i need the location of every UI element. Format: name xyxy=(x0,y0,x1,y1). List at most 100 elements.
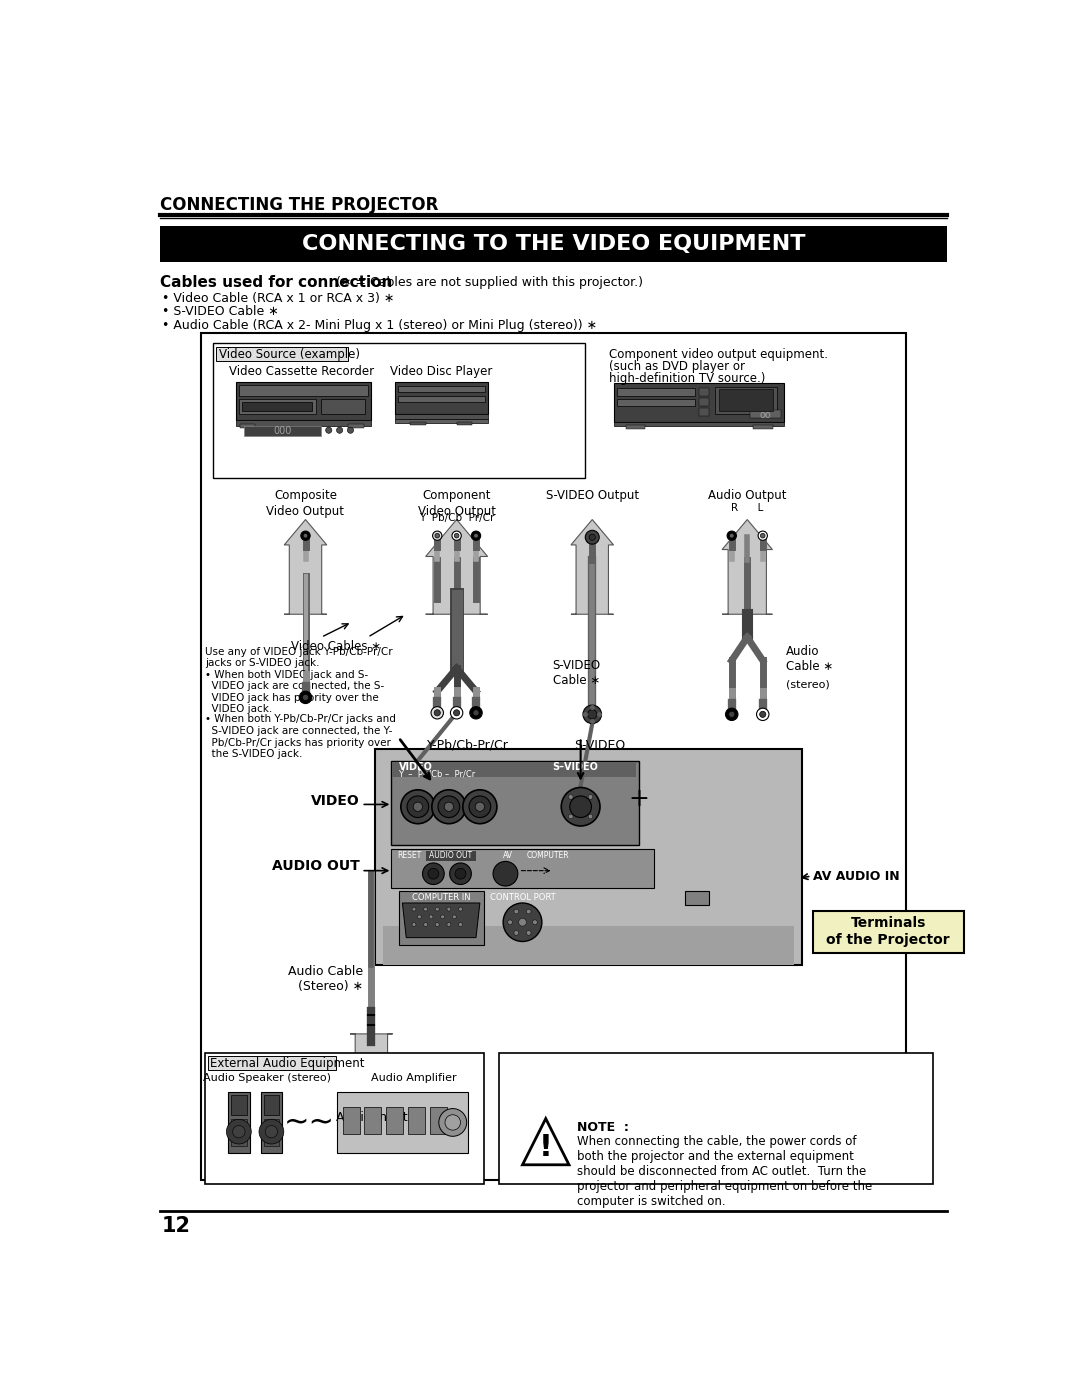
Circle shape xyxy=(447,922,450,926)
Bar xyxy=(231,1119,246,1146)
Bar xyxy=(754,425,773,429)
Bar xyxy=(391,849,654,887)
Text: Video Cassette Recorder: Video Cassette Recorder xyxy=(229,365,374,377)
Text: AUDIO OUT: AUDIO OUT xyxy=(272,859,360,873)
Bar xyxy=(260,1091,282,1154)
Text: CONTROL PORT: CONTROL PORT xyxy=(489,893,555,902)
Bar xyxy=(715,387,777,414)
Circle shape xyxy=(435,907,440,911)
Circle shape xyxy=(570,796,592,817)
Bar xyxy=(205,1053,484,1185)
Bar xyxy=(213,344,584,478)
Text: (stereo): (stereo) xyxy=(786,680,829,690)
Text: Component
Video Output: Component Video Output xyxy=(418,489,496,517)
Bar xyxy=(625,425,645,429)
Bar xyxy=(394,414,488,419)
Circle shape xyxy=(441,915,445,919)
Text: AUDIO OUT: AUDIO OUT xyxy=(429,851,472,861)
Circle shape xyxy=(450,707,463,719)
Circle shape xyxy=(438,1109,467,1136)
Circle shape xyxy=(585,531,599,545)
Polygon shape xyxy=(284,520,327,615)
Circle shape xyxy=(438,796,460,817)
Circle shape xyxy=(760,534,765,538)
Circle shape xyxy=(227,1119,252,1144)
Circle shape xyxy=(759,711,766,718)
Circle shape xyxy=(232,1126,245,1137)
Bar xyxy=(699,408,708,415)
Bar xyxy=(392,763,548,778)
Text: 12: 12 xyxy=(162,1217,191,1236)
Bar xyxy=(718,390,773,411)
Circle shape xyxy=(568,795,573,799)
Circle shape xyxy=(414,802,422,812)
Circle shape xyxy=(435,534,440,538)
Circle shape xyxy=(589,795,593,799)
Bar xyxy=(699,398,708,405)
Circle shape xyxy=(726,708,738,721)
Bar xyxy=(207,1056,336,1070)
Circle shape xyxy=(588,710,597,719)
Bar xyxy=(399,891,484,946)
Bar xyxy=(548,763,636,778)
Circle shape xyxy=(413,907,416,911)
Text: (such as DVD player or: (such as DVD player or xyxy=(609,360,745,373)
Text: RESET: RESET xyxy=(397,851,421,861)
Text: COMPUTER: COMPUTER xyxy=(526,851,569,861)
Bar xyxy=(394,419,488,423)
Circle shape xyxy=(337,427,342,433)
Circle shape xyxy=(494,862,517,886)
Circle shape xyxy=(401,789,435,824)
Circle shape xyxy=(583,705,602,724)
Text: Composite
Video Output: Composite Video Output xyxy=(267,489,345,517)
Text: Terminals
of the Projector: Terminals of the Projector xyxy=(826,916,950,947)
Circle shape xyxy=(471,531,481,541)
Text: Audio
Cable ∗: Audio Cable ∗ xyxy=(786,645,834,673)
Bar xyxy=(699,388,708,395)
Circle shape xyxy=(455,869,465,879)
Circle shape xyxy=(299,692,312,704)
Text: • S-VIDEO Cable ∗: • S-VIDEO Cable ∗ xyxy=(162,306,279,319)
Text: !: ! xyxy=(539,1133,553,1161)
Text: S-VIDEO
Cable ∗: S-VIDEO Cable ∗ xyxy=(553,659,600,687)
Circle shape xyxy=(729,711,734,718)
Text: CONNECTING THE PROJECTOR: CONNECTING THE PROJECTOR xyxy=(160,196,438,214)
Circle shape xyxy=(508,921,512,925)
Text: NOTE  :: NOTE : xyxy=(577,1120,629,1134)
Text: • When both Y-Pb/Cb-Pr/Cr jacks and
  S-VIDEO jack are connected, the Y-
  Pb/Cb: • When both Y-Pb/Cb-Pr/Cr jacks and S-VI… xyxy=(205,714,395,759)
Circle shape xyxy=(568,814,573,819)
Circle shape xyxy=(474,534,478,538)
Circle shape xyxy=(432,789,465,824)
Polygon shape xyxy=(523,1119,569,1165)
Bar xyxy=(228,1091,249,1154)
Bar xyxy=(235,381,372,420)
Text: External Audio Equipment: External Audio Equipment xyxy=(211,1058,365,1070)
Text: • Video Cable (RCA x 1 or RCA x 3) ∗: • Video Cable (RCA x 1 or RCA x 3) ∗ xyxy=(162,292,394,306)
Bar xyxy=(201,334,906,1180)
Circle shape xyxy=(407,796,429,817)
Text: Audio Speaker (stereo): Audio Speaker (stereo) xyxy=(203,1073,330,1083)
Circle shape xyxy=(526,930,531,935)
Circle shape xyxy=(431,707,444,719)
Circle shape xyxy=(455,534,459,538)
Text: ∼∼: ∼∼ xyxy=(284,1108,335,1137)
Circle shape xyxy=(729,534,734,538)
Bar xyxy=(348,425,364,427)
Bar xyxy=(457,422,472,425)
Circle shape xyxy=(447,907,450,911)
Text: Cables used for connection: Cables used for connection xyxy=(160,275,392,291)
Text: VIDEO: VIDEO xyxy=(399,763,432,773)
Text: R      L: R L xyxy=(731,503,764,513)
Circle shape xyxy=(518,918,526,926)
Circle shape xyxy=(514,909,518,914)
Text: VIDEO: VIDEO xyxy=(311,795,360,809)
Circle shape xyxy=(423,907,428,911)
Text: oo: oo xyxy=(759,411,771,420)
Circle shape xyxy=(422,863,444,884)
Circle shape xyxy=(445,1115,460,1130)
Text: AV AUDIO IN: AV AUDIO IN xyxy=(813,869,900,883)
Circle shape xyxy=(303,534,308,538)
Circle shape xyxy=(757,708,769,721)
Circle shape xyxy=(514,930,518,935)
Circle shape xyxy=(589,814,593,819)
